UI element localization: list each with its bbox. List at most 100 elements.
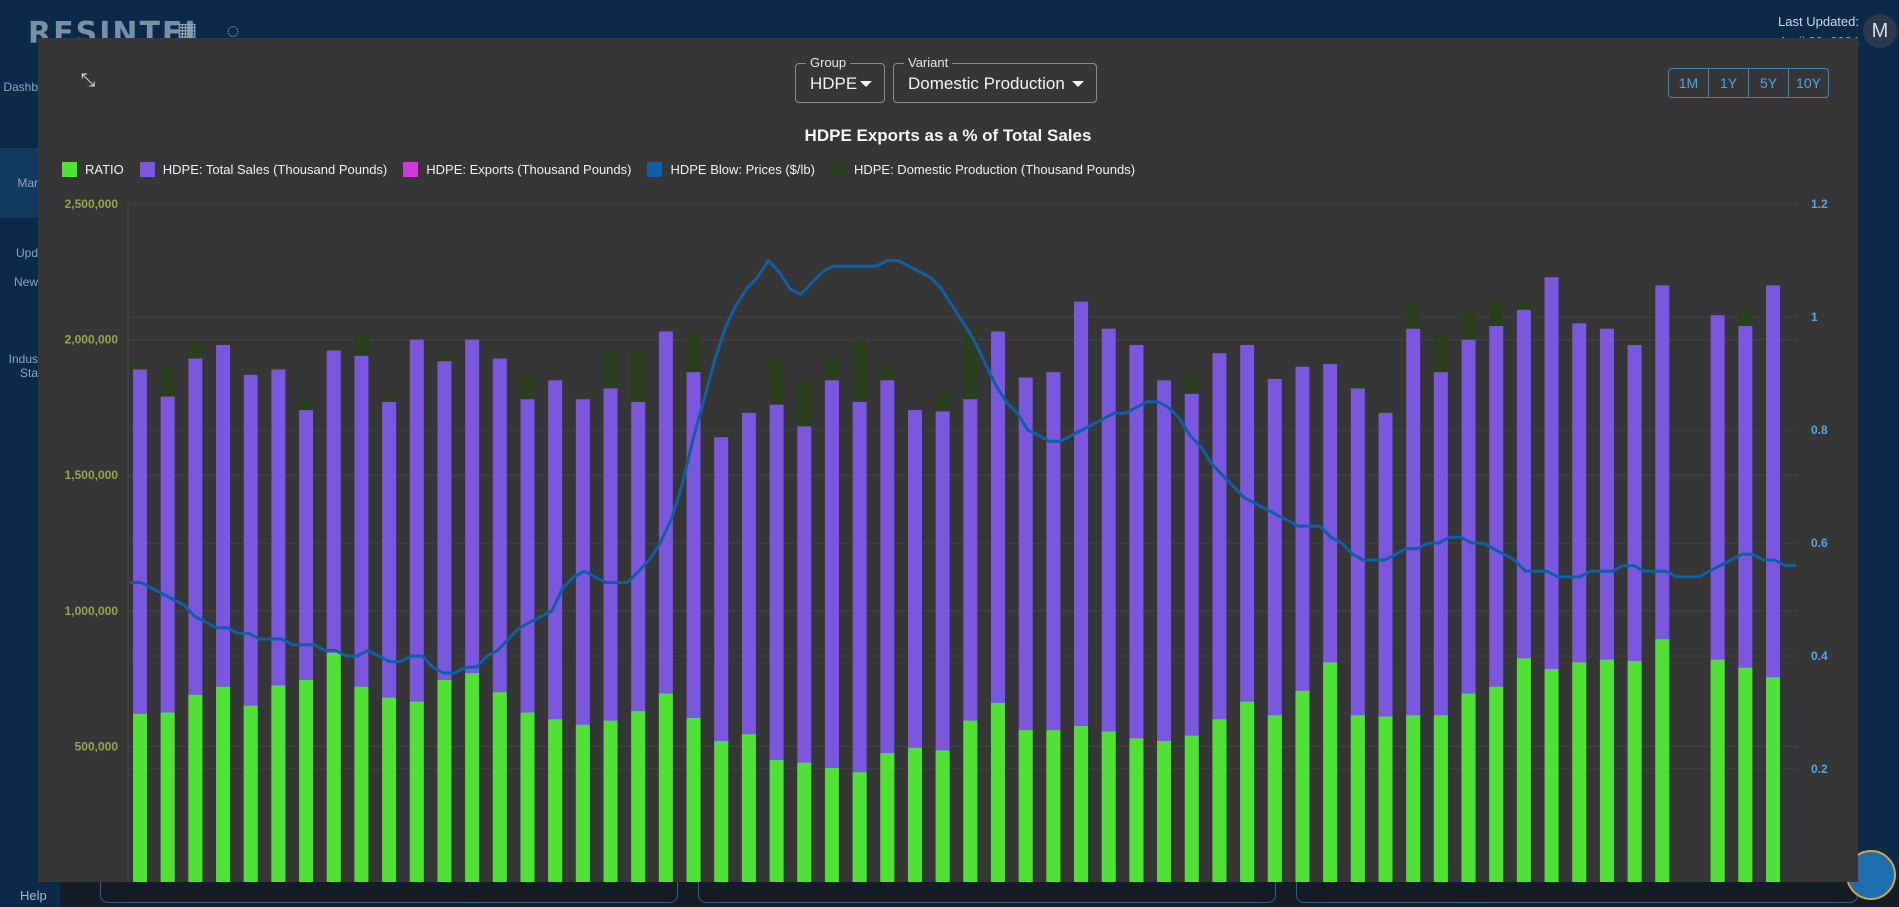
hide-eye-icon[interactable]: ◌ xyxy=(226,18,240,43)
bar-ratio xyxy=(548,719,563,882)
bar-ratio xyxy=(1295,690,1310,882)
bar-ratio xyxy=(1599,659,1614,882)
sidebar-item-news[interactable]: New xyxy=(13,275,38,289)
bar-ratio xyxy=(354,686,369,882)
bar-ratio xyxy=(1710,659,1725,882)
price-series-line xyxy=(130,259,1796,675)
bar-ratio xyxy=(1240,701,1255,882)
sidebar-item-market-updates[interactable]: Mar Upd xyxy=(0,148,38,260)
bar-ratio xyxy=(1350,715,1365,882)
sidebar-item-dashboard[interactable]: Dashb xyxy=(3,80,38,94)
legend-label: HDPE: Exports (Thousand Pounds) xyxy=(426,162,632,177)
time-range-group: 1M 1Y 5Y 10Y xyxy=(1668,68,1829,98)
modal-scrollbar[interactable] xyxy=(1857,38,1858,882)
left-axis-tick-label: 500,000 xyxy=(75,739,119,753)
right-axis-tick-label: 0.2 xyxy=(1811,762,1828,776)
bar-total-sales xyxy=(852,401,867,882)
bar-ratio xyxy=(133,713,147,882)
bar-ratio xyxy=(1433,715,1448,882)
right-axis-tick-label: 0.6 xyxy=(1811,536,1828,550)
variant-select[interactable]: Variant Domestic Production xyxy=(893,55,1097,103)
bar-ratio xyxy=(1184,735,1199,882)
right-axis-tick-label: 1 xyxy=(1811,310,1818,324)
right-axis: 0.2 0.4 0.6 0.8 1 1.2 xyxy=(1811,197,1828,776)
chart-modal: ⤡ Group HDPE Variant Domestic Production… xyxy=(38,38,1858,882)
bar-ratio xyxy=(824,768,839,882)
chart-plot[interactable]: 500,000 1,000,000 1,500,000 2,000,000 2,500,… xyxy=(38,38,1858,882)
legend-label: HDPE: Total Sales (Thousand Pounds) xyxy=(162,162,388,177)
right-axis-tick-label: 0.8 xyxy=(1811,423,1828,437)
chart-legend: RATIO HDPE: Total Sales (Thousand Pounds… xyxy=(62,162,1135,177)
range-1y-button[interactable]: 1Y xyxy=(1709,69,1749,97)
group-select-label: Group xyxy=(806,55,851,70)
bar-ratio xyxy=(1544,669,1559,882)
background-card xyxy=(100,880,678,903)
legend-item-domestic-production[interactable]: HDPE: Domestic Production (Thousand Poun… xyxy=(830,162,1136,177)
legend-item-exports[interactable]: HDPE: Exports (Thousand Pounds) xyxy=(403,162,631,177)
variant-select-value: Domestic Production xyxy=(908,74,1065,93)
bar-ratio xyxy=(160,712,175,882)
bar-ratio xyxy=(963,720,978,882)
bar-ratio xyxy=(769,759,784,882)
exit-fullscreen-icon[interactable]: ⤡ xyxy=(80,70,96,90)
avatar[interactable]: M xyxy=(1863,14,1897,48)
bar-ratio xyxy=(1378,716,1393,882)
bar-ratio xyxy=(299,679,314,882)
bar-ratio xyxy=(216,686,231,882)
bar-ratio xyxy=(1489,686,1504,882)
bar-ratio xyxy=(1157,740,1172,882)
range-10y-button[interactable]: 10Y xyxy=(1796,75,1821,91)
bar-ratio xyxy=(1046,730,1061,882)
group-select[interactable]: Group HDPE xyxy=(795,55,885,103)
bars-layer xyxy=(133,277,1780,882)
bar-ratio xyxy=(326,652,341,882)
sidebar-item-industry-stats[interactable]: Indus Sta xyxy=(8,352,38,380)
left-axis-tick-label: 1,000,000 xyxy=(65,604,119,618)
bar-ratio xyxy=(1101,731,1116,882)
bar-ratio xyxy=(714,740,729,882)
background-card xyxy=(698,880,1276,903)
variant-select-label: Variant xyxy=(904,55,953,70)
sidebar: Dashb Mar Upd New Indus Sta xyxy=(0,60,38,907)
bar-ratio xyxy=(631,711,646,882)
range-1m-button[interactable]: 1M xyxy=(1669,69,1709,97)
bar-ratio xyxy=(465,673,480,882)
bar-ratio xyxy=(271,685,286,882)
legend-label: RATIO xyxy=(85,162,124,177)
legend-swatch xyxy=(139,162,155,177)
bar-ratio xyxy=(243,705,258,882)
bar-ratio xyxy=(188,694,203,882)
bar-total-sales xyxy=(824,380,839,882)
bar-ratio xyxy=(1461,693,1476,882)
bar-ratio xyxy=(658,693,673,882)
background-card xyxy=(1296,880,1858,903)
bar-ratio xyxy=(382,697,397,882)
legend-item-total-sales[interactable]: HDPE: Total Sales (Thousand Pounds) xyxy=(139,162,388,177)
bar-ratio xyxy=(1406,715,1421,882)
sidebar-item-help[interactable]: Help xyxy=(20,888,47,903)
chart-title: HDPE Exports as a % of Total Sales xyxy=(804,126,1092,145)
bar-ratio xyxy=(1627,660,1642,882)
bar-ratio xyxy=(1572,662,1587,882)
bar-ratio xyxy=(603,720,618,882)
left-axis-tick-label: 1,500,000 xyxy=(65,468,119,482)
add-dashboard-icon[interactable]: ▦ xyxy=(176,18,198,43)
legend-swatch xyxy=(403,162,419,177)
bar-ratio xyxy=(686,717,701,882)
right-axis-tick-label: 1.2 xyxy=(1811,197,1828,211)
legend-swatch xyxy=(62,162,77,177)
bar-ratio xyxy=(1516,658,1531,882)
bar-ratio xyxy=(575,724,590,882)
last-updated-label: Last Updated: xyxy=(1778,14,1859,29)
range-5y-button[interactable]: 5Y xyxy=(1749,69,1789,97)
bar-ratio xyxy=(1655,639,1670,882)
bar-ratio xyxy=(437,679,452,882)
bar-ratio xyxy=(1212,719,1227,882)
group-select-value: HDPE xyxy=(810,74,858,93)
legend-item-price[interactable]: HDPE Blow: Prices ($/lb) xyxy=(647,162,815,177)
bar-ratio xyxy=(1018,730,1033,882)
bar-ratio xyxy=(1267,715,1282,882)
legend-item-ratio[interactable]: RATIO xyxy=(62,162,124,177)
legend-label: HDPE: Domestic Production (Thousand Poun… xyxy=(853,162,1136,177)
bar-ratio xyxy=(935,750,950,882)
